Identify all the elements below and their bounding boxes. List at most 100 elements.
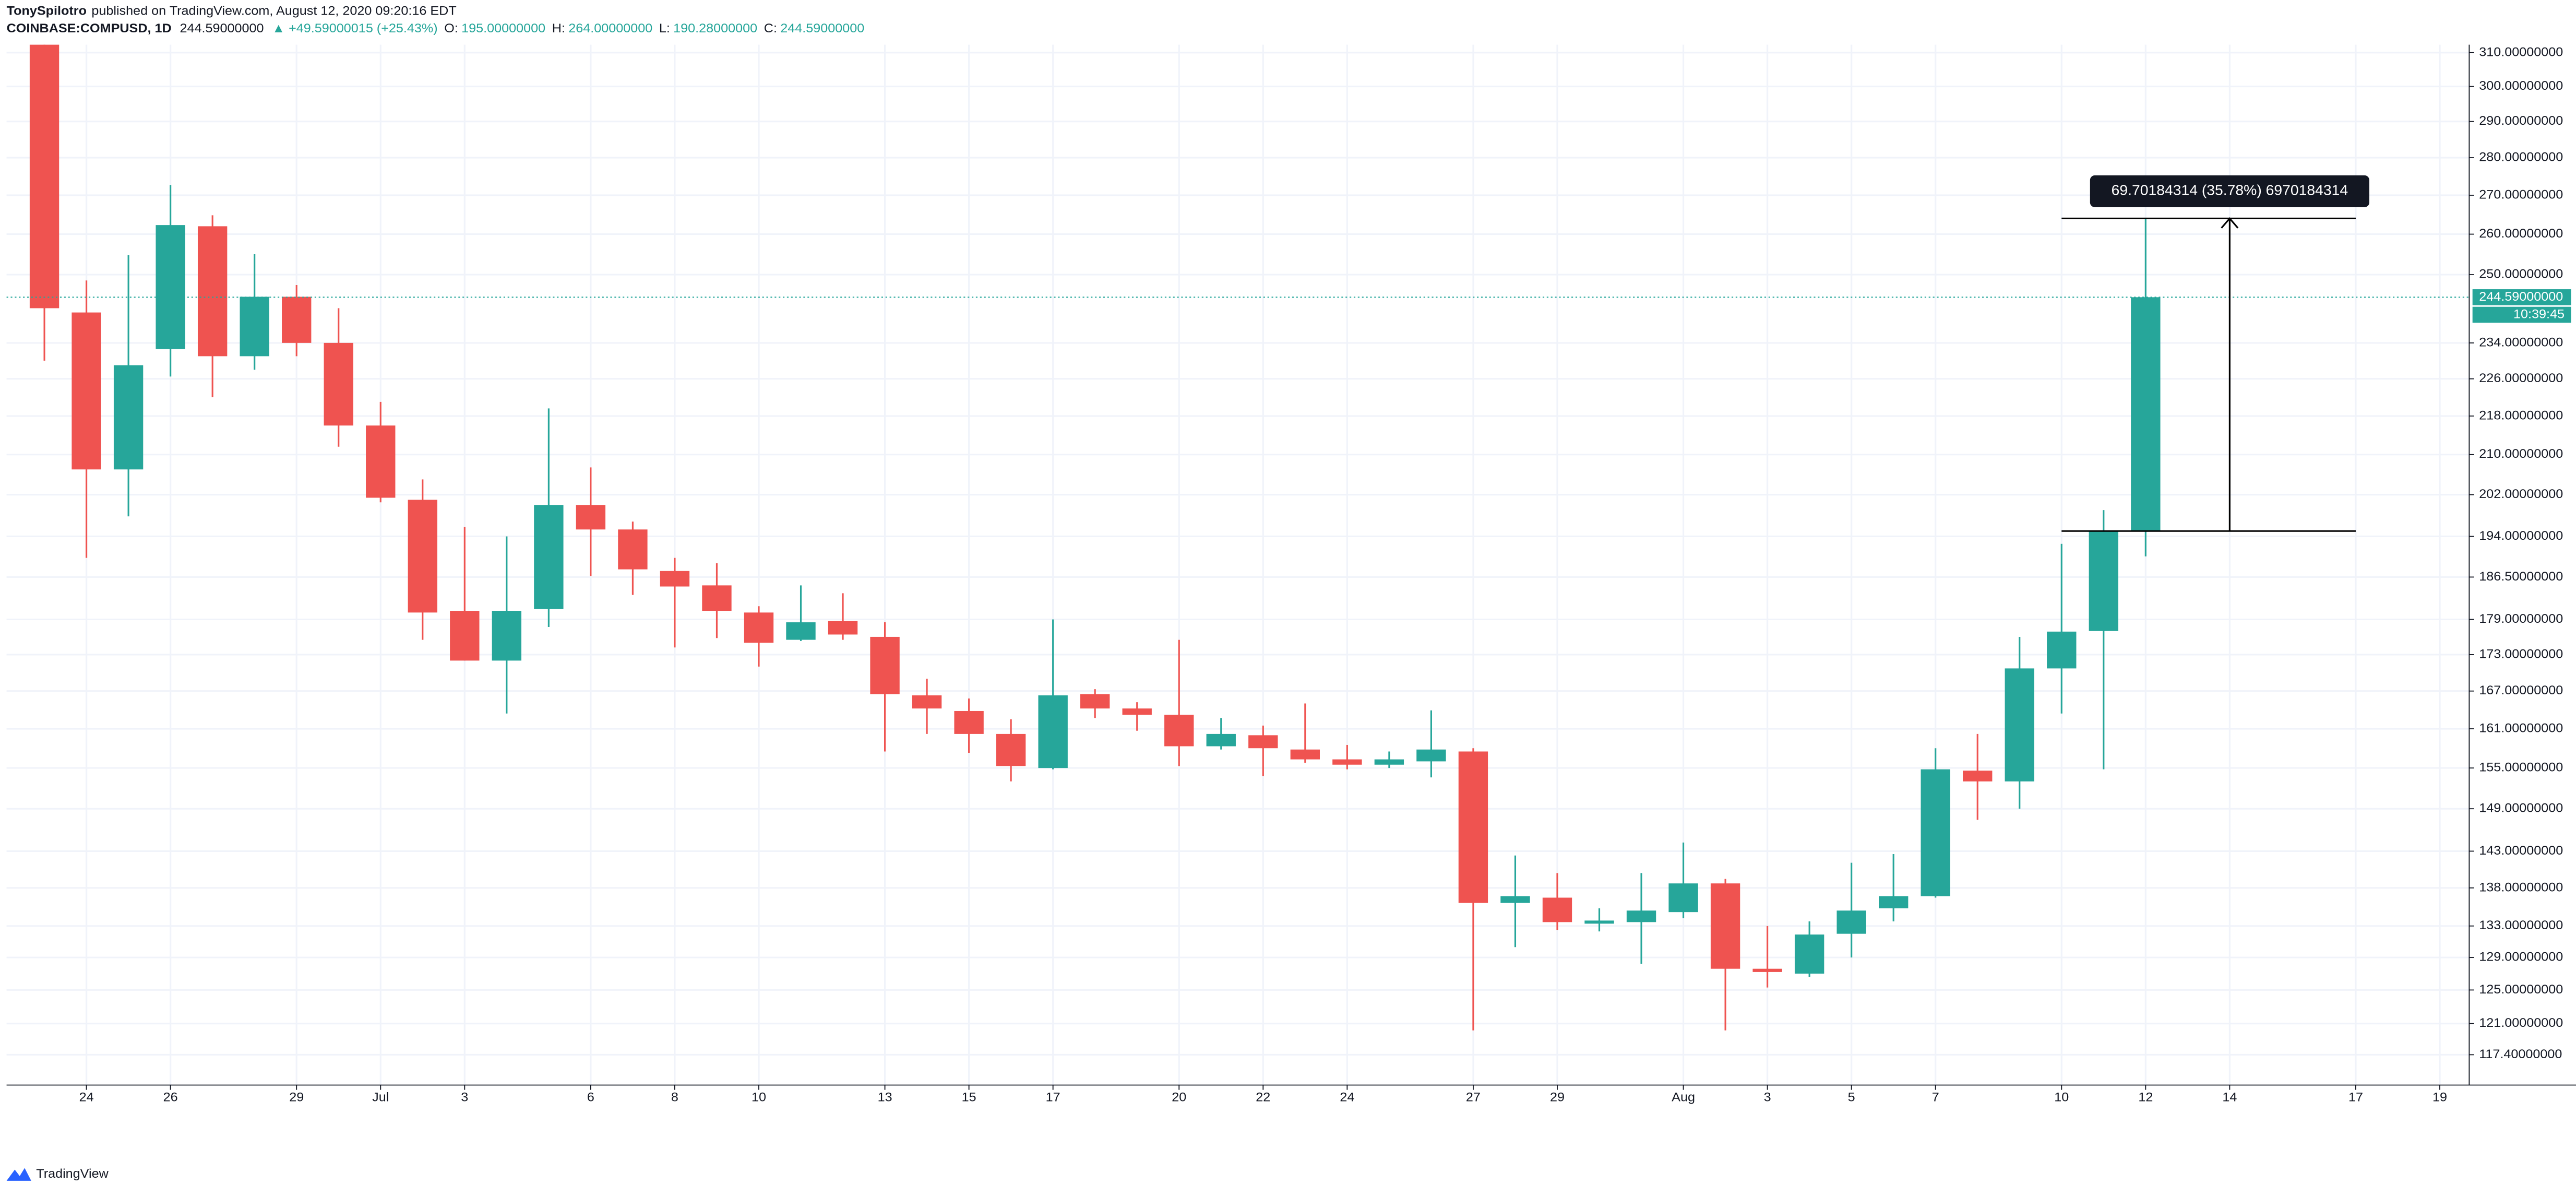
candle-body — [1626, 910, 1656, 922]
measure-arrowhead — [2221, 217, 2239, 229]
y-tick-label: 202.00000000 — [2479, 487, 2563, 501]
candle-body — [1374, 759, 1404, 765]
y-tick-label: 194.00000000 — [2479, 529, 2563, 543]
candle-body — [1416, 749, 1446, 762]
x-tick-label: 17 — [1046, 1091, 1060, 1105]
x-tick-label: 27 — [1466, 1091, 1481, 1105]
candle-body — [1542, 897, 1572, 922]
candle-body — [1332, 759, 1362, 765]
logo-icon — [6, 1168, 31, 1181]
symbol: COINBASE:COMPUSD, 1D — [7, 21, 172, 35]
y-tick-label: 161.00000000 — [2479, 721, 2563, 736]
candle-body — [660, 571, 690, 587]
x-tick-label: 3 — [461, 1091, 468, 1105]
author: TonySpilotro — [7, 4, 87, 18]
y-tick-label: 250.00000000 — [2479, 267, 2563, 281]
y-tick-label: 143.00000000 — [2479, 844, 2563, 858]
candle-body — [1752, 968, 1782, 972]
candle-body — [156, 225, 185, 349]
candle-body — [1122, 708, 1152, 715]
measure-label: 69.70184314 (35.78%) 6970184314 — [2112, 182, 2348, 198]
y-tick-label: 210.00000000 — [2479, 447, 2563, 461]
x-tick-label: Aug — [1672, 1091, 1695, 1105]
x-tick-label: 8 — [671, 1091, 678, 1105]
candle-body — [450, 611, 480, 661]
x-tick-label: 15 — [962, 1091, 976, 1105]
candle-body — [1206, 733, 1236, 747]
change: ▲ +49.59000015 (+25.43%) — [272, 21, 437, 35]
y-tick-label: 179.00000000 — [2479, 612, 2563, 626]
candle-body — [240, 297, 269, 357]
ohlc-value: 190.28000000 — [673, 21, 757, 35]
ohlc-value: 244.59000000 — [780, 21, 864, 35]
y-tick-label: 290.00000000 — [2479, 114, 2563, 128]
x-tick-label: 12 — [2138, 1091, 2153, 1105]
candle-body — [113, 365, 144, 470]
candle-body — [29, 44, 59, 309]
candle-body — [2131, 297, 2161, 531]
candle-body — [282, 297, 312, 343]
candle-body — [618, 529, 648, 570]
symbol-legend: COINBASE:COMPUSD, 1D 244.59000000 ▲ +49.59… — [7, 21, 865, 35]
ohlc-label: O: — [444, 21, 458, 35]
last-price-label: 244.59000000 — [2479, 290, 2563, 304]
candle-body — [1080, 694, 1110, 709]
candle-body — [1458, 751, 1488, 903]
candle-body — [197, 226, 228, 357]
x-tick-label: 29 — [1550, 1091, 1565, 1105]
x-tick-label: Jul — [372, 1091, 389, 1105]
candle-body — [1794, 934, 1824, 974]
tradingview-logo: TradingView — [6, 1167, 109, 1181]
candle-body — [1668, 883, 1698, 913]
ohlc-label: H: — [552, 21, 565, 35]
candle-body — [324, 342, 353, 426]
candle-body — [828, 621, 858, 635]
y-tick-label: 226.00000000 — [2479, 371, 2563, 385]
x-tick-label: 3 — [1764, 1091, 1771, 1105]
y-tick-label: 260.00000000 — [2479, 227, 2563, 241]
candle-body — [1879, 896, 1909, 908]
x-tick-label: 29 — [289, 1091, 304, 1105]
x-tick-label: 24 — [79, 1091, 94, 1105]
y-tick-label: 218.00000000 — [2479, 409, 2563, 423]
candle-body — [1164, 715, 1194, 747]
grid — [6, 44, 2470, 1085]
candle-body — [1921, 769, 1950, 896]
x-tick-label: 5 — [1848, 1091, 1855, 1105]
countdown-box — [2472, 306, 2571, 323]
candle-body — [71, 312, 101, 470]
y-tick-label: 155.00000000 — [2479, 761, 2563, 775]
y-tick-label: 125.00000000 — [2479, 982, 2563, 997]
x-tick-label: 24 — [1340, 1091, 1354, 1105]
candle-body — [702, 585, 732, 611]
x-tick-label: 19 — [2432, 1091, 2447, 1105]
x-tick-label: 6 — [587, 1091, 594, 1105]
candle-body — [408, 500, 437, 613]
candle-body — [996, 733, 1026, 766]
x-tick-label: 10 — [752, 1091, 766, 1105]
x-tick-label: 14 — [2222, 1091, 2237, 1105]
ohlc-label: L: — [659, 21, 670, 35]
y-tick-label: 133.00000000 — [2479, 919, 2563, 933]
y-tick-label: 186.50000000 — [2479, 570, 2563, 584]
candle-body — [492, 611, 522, 661]
y-tick-label: 300.00000000 — [2479, 79, 2563, 93]
candle-body — [1290, 749, 1320, 760]
candle-body — [954, 711, 984, 734]
candle-body — [744, 612, 774, 643]
publish-line: TonySpilotro published on TradingView.com… — [7, 4, 457, 18]
y-tick-label: 280.00000000 — [2479, 150, 2563, 164]
y-tick-label: 149.00000000 — [2479, 801, 2563, 815]
candle-body — [1248, 735, 1278, 749]
published: published on TradingView.com, August 12,… — [91, 4, 456, 18]
y-tick-label: 117.40000000 — [2479, 1047, 2562, 1061]
candle-body — [366, 425, 396, 498]
x-tick-label: 13 — [878, 1091, 892, 1105]
ohlc-value: 264.00000000 — [568, 21, 652, 35]
y-tick-label: 173.00000000 — [2479, 647, 2563, 661]
y-tick-label: 138.00000000 — [2479, 881, 2563, 895]
candle-body — [2047, 631, 2077, 669]
y-tick-label: 129.00000000 — [2479, 950, 2563, 964]
